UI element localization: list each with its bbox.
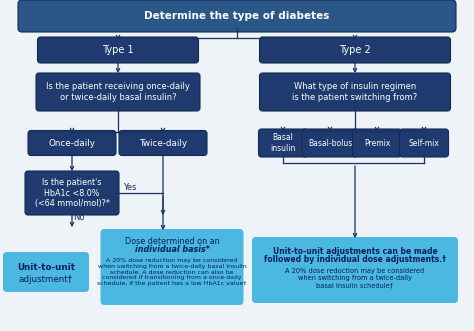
Text: adjustment†: adjustment† (19, 274, 73, 283)
FancyBboxPatch shape (353, 129, 401, 157)
Text: What type of insulin regimen
is the patient switching from?: What type of insulin regimen is the pati… (292, 82, 418, 102)
Text: Type 2: Type 2 (339, 45, 371, 55)
Text: Once-daily: Once-daily (48, 138, 95, 148)
Text: followed by individual dose adjustments.†: followed by individual dose adjustments.… (264, 256, 446, 264)
FancyBboxPatch shape (259, 37, 450, 63)
Text: Self-mix: Self-mix (409, 138, 439, 148)
FancyBboxPatch shape (119, 130, 207, 156)
FancyBboxPatch shape (25, 171, 119, 215)
Text: A 20% dose reduction may be considered
when switching from a twice-daily basal i: A 20% dose reduction may be considered w… (97, 258, 247, 286)
FancyBboxPatch shape (100, 229, 244, 305)
Text: Premix: Premix (364, 138, 390, 148)
FancyBboxPatch shape (3, 252, 89, 292)
Text: Dose determined on an: Dose determined on an (125, 237, 219, 246)
FancyBboxPatch shape (400, 129, 448, 157)
FancyBboxPatch shape (37, 37, 199, 63)
Text: Unit-to-unit: Unit-to-unit (17, 263, 75, 272)
Text: Type 1: Type 1 (102, 45, 134, 55)
FancyBboxPatch shape (36, 73, 200, 111)
Text: Basal
insulin: Basal insulin (270, 133, 296, 153)
Text: individual basis*: individual basis* (135, 245, 210, 254)
FancyBboxPatch shape (258, 129, 308, 157)
Text: Is the patient's
HbA1c <8.0%
(<64 mmol/mol)?*: Is the patient's HbA1c <8.0% (<64 mmol/m… (35, 178, 109, 208)
Text: Determine the type of diabetes: Determine the type of diabetes (144, 11, 330, 21)
FancyBboxPatch shape (259, 73, 450, 111)
Text: Basal-bolus: Basal-bolus (308, 138, 352, 148)
Text: Is the patient receiving once-daily
or twice-daily basal insulin?: Is the patient receiving once-daily or t… (46, 82, 190, 102)
Text: Unit-to-unit adjustments can be made: Unit-to-unit adjustments can be made (273, 248, 438, 257)
FancyBboxPatch shape (18, 0, 456, 32)
Text: No: No (73, 213, 85, 222)
FancyBboxPatch shape (252, 237, 458, 303)
Text: Yes: Yes (123, 183, 137, 193)
Text: Twice-daily: Twice-daily (139, 138, 187, 148)
FancyBboxPatch shape (28, 130, 116, 156)
FancyBboxPatch shape (302, 129, 358, 157)
Text: A 20% dose reduction may be considered
when switching from a twice-daily
basal i: A 20% dose reduction may be considered w… (285, 268, 425, 288)
